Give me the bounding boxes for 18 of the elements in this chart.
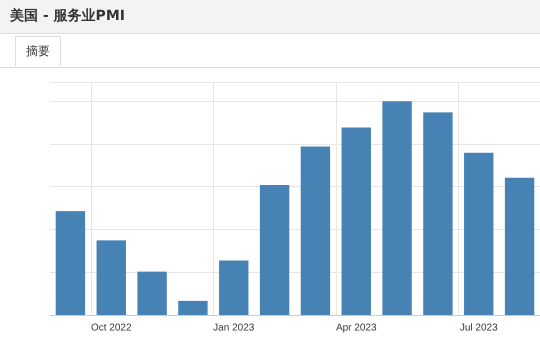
bar (382, 101, 412, 315)
x-tick-label: Oct 2022 (90, 322, 132, 334)
bar (342, 128, 371, 315)
x-tick-label: Jan 2023 (213, 322, 255, 334)
bar (56, 211, 86, 315)
bar (504, 178, 534, 315)
bar (464, 152, 494, 315)
bar (137, 272, 167, 315)
chart-title: 美国 - 服务业PMI (10, 7, 125, 25)
bar (219, 260, 248, 315)
bar (423, 112, 453, 315)
x-tick-label: Apr 2023 (336, 322, 377, 334)
x-tick-label: Jul 2023 (460, 322, 498, 334)
bar (96, 240, 126, 315)
bar (260, 185, 290, 315)
bar (178, 300, 208, 315)
text: 摘要 (15, 36, 61, 66)
bar (300, 146, 330, 315)
